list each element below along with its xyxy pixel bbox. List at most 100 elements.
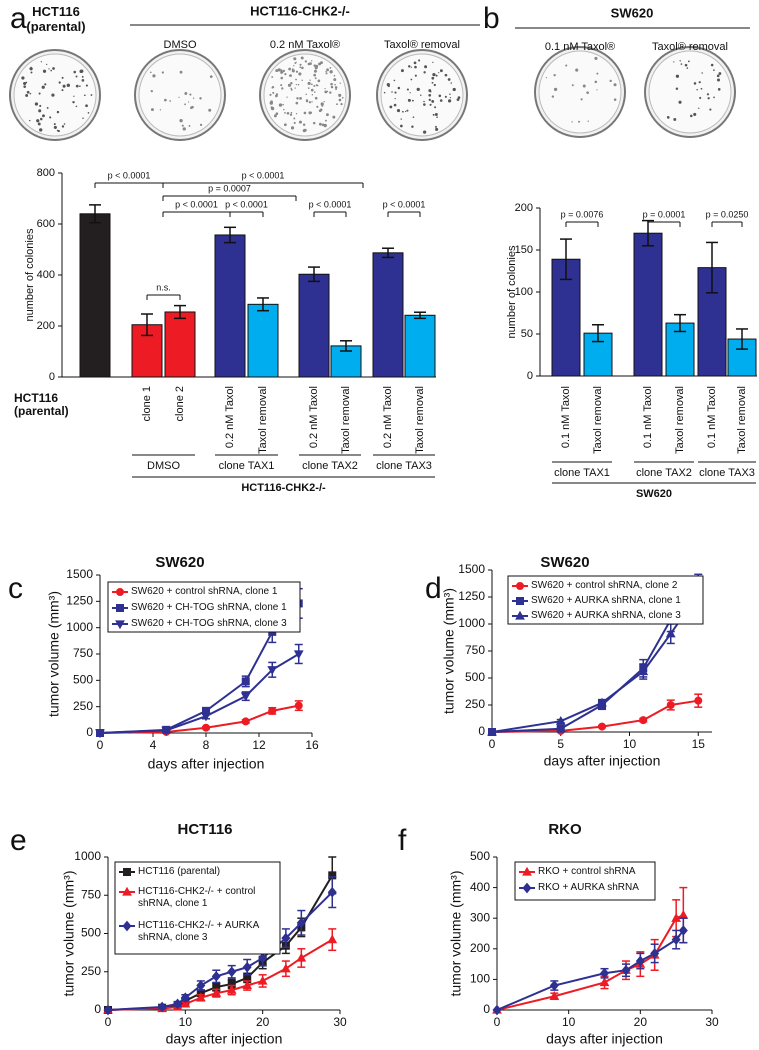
legend-label: SW620 + CH-TOG shRNA, clone 3 [131, 618, 287, 629]
x-tick-label: 8 [203, 738, 210, 752]
y-tick-label: 0 [527, 370, 533, 382]
colony-dot [298, 120, 302, 124]
colony-dot [23, 85, 26, 88]
colony-dot [320, 102, 324, 106]
colony-dot [189, 93, 192, 96]
group-title: SW620 [636, 488, 672, 500]
colony-dot [164, 98, 167, 102]
colony-dot [428, 93, 432, 97]
colony-dot [271, 86, 274, 89]
marker [157, 1001, 167, 1013]
marker [635, 955, 645, 967]
x-axis-label: days after injection [546, 1031, 663, 1047]
x-tick-label: 0 [97, 738, 104, 752]
colony-dot [299, 63, 302, 66]
colony-dot [410, 66, 412, 68]
colony-dot [269, 93, 272, 96]
colony-dot [457, 96, 461, 99]
marker [196, 980, 206, 991]
colony-dot [411, 125, 414, 128]
colony-dot [51, 93, 55, 97]
marker [650, 948, 660, 959]
p-value: p < 0.0001 [309, 199, 352, 209]
colony-dot [39, 128, 43, 132]
colony-dot [58, 81, 61, 84]
y-axis-label: tumor volume (mm³) [61, 870, 77, 996]
colony-dot [315, 84, 318, 87]
colony-dot [420, 94, 422, 97]
legend-label: SW620 + control shRNA, clone 2 [531, 580, 678, 591]
marker [598, 722, 606, 731]
marker [671, 934, 681, 945]
colony-dot [53, 123, 56, 126]
colony-dot [582, 84, 586, 88]
y-tick-label: 250 [465, 697, 485, 711]
legend-label: SW620 + AURKA shRNA, clone 1 [531, 595, 681, 606]
colony-dot [303, 111, 307, 115]
y-tick-label: 600 [37, 218, 55, 230]
colony-dot [184, 103, 186, 106]
colony-dot [294, 87, 296, 89]
colony-dot [690, 114, 693, 118]
colony-dot [287, 83, 292, 87]
colony-dot [152, 74, 156, 78]
marker [161, 726, 172, 736]
colony-dot [450, 82, 453, 84]
colony-dot [449, 96, 451, 99]
marker [95, 729, 105, 739]
colony-dot [431, 76, 435, 80]
marker [296, 952, 307, 962]
colony-dot [199, 123, 203, 127]
colony-dot [300, 56, 304, 60]
colony-dot [717, 78, 721, 82]
legend-label: HCT116-CHK2-/- + control shRNA, clone 1 [138, 886, 256, 909]
colony-dot [713, 96, 715, 99]
colony-dot [50, 69, 52, 72]
colony-dot [46, 63, 48, 66]
p-value: p = 0.0001 [643, 209, 686, 219]
legend-label: HCT116-CHK2-/- + AURKA shRNA, clone 3 [138, 920, 259, 943]
colony-dot [286, 96, 288, 98]
x-tick-label: 10 [179, 1015, 193, 1029]
error-bar [674, 313, 686, 333]
group-label: clone TAX1 [554, 467, 610, 479]
colony-dot [301, 79, 303, 82]
colony-dot [41, 114, 45, 118]
colony-dot [393, 79, 396, 82]
x-tick-label: 0 [105, 1015, 112, 1029]
marker [639, 716, 648, 725]
category-label: 0.1 nM Taxol [706, 386, 718, 448]
p-value: p < 0.0001 [108, 170, 151, 180]
category-label: Taxol removal [340, 386, 352, 454]
legend-box [114, 861, 281, 955]
y-axis-label: tumor volume (mm³) [448, 870, 464, 996]
error-bar [224, 226, 236, 244]
y-tick-label: 1250 [458, 589, 485, 603]
dish-inner [538, 50, 622, 134]
legend-box [107, 581, 301, 633]
colony-dot [332, 115, 336, 119]
colony-dot [673, 61, 675, 63]
colony-dot [271, 76, 274, 78]
y-tick-label: 1000 [458, 616, 485, 630]
colony-dot [423, 100, 425, 103]
marker [599, 977, 610, 987]
colony-dot [439, 99, 443, 102]
colony-dot [406, 109, 409, 112]
error-bar [414, 311, 426, 320]
marker [201, 712, 211, 722]
colony-dot [275, 112, 279, 116]
colony-dot [700, 87, 703, 90]
chart-title: HCT116 [177, 821, 232, 838]
legend-label: RKO + AURKA shRNA [538, 882, 639, 893]
x-tick-label: 10 [562, 1015, 576, 1029]
colony-dot [56, 110, 60, 114]
y-tick-label: 0 [478, 724, 485, 738]
panel-letter: f [398, 824, 407, 857]
y-tick-label: 0 [86, 725, 93, 739]
colony-dot [309, 79, 311, 81]
category-label: Taxol removal [736, 386, 748, 454]
colony-dot [325, 72, 328, 75]
y-tick-label: 750 [465, 643, 485, 657]
